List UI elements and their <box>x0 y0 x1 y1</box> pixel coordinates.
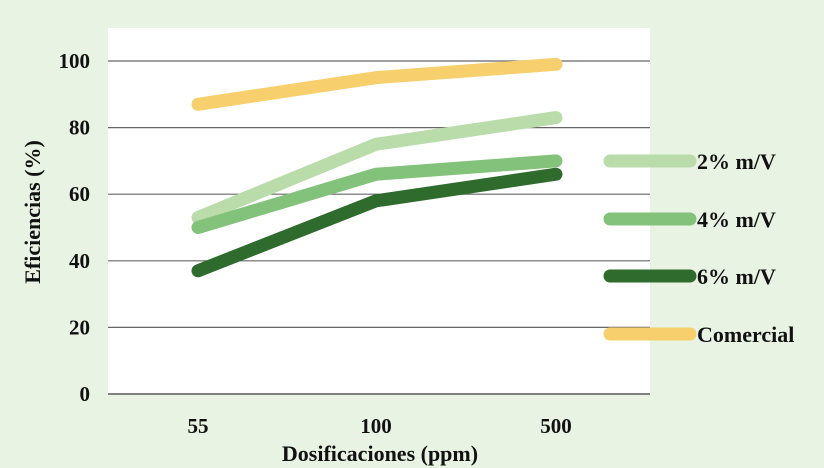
legend-label-6-m-v: 6% m/V <box>697 264 776 289</box>
y-tick-label: 80 <box>69 116 90 140</box>
series-line-comercial <box>191 57 563 111</box>
series-line-4-m-v <box>191 154 563 234</box>
y-tick-label: 40 <box>69 249 90 273</box>
x-tick-label: 100 <box>360 414 392 438</box>
legend-label-comercial: Comercial <box>697 322 794 347</box>
y-tick-label: 100 <box>59 49 91 73</box>
y-tick-label: 60 <box>69 182 90 206</box>
legend-label-4-m-v: 4% m/V <box>697 207 776 232</box>
x-tick-label: 500 <box>540 414 572 438</box>
x-tick-label: 55 <box>188 414 209 438</box>
y-tick-labels: 0 20 40 60 80 100 <box>59 49 91 406</box>
series-lines <box>191 57 563 278</box>
x-axis-title: Dosificaciones (ppm) <box>282 441 478 466</box>
y-tick-label: 20 <box>69 315 90 339</box>
legend: 2% m/V 4% m/V 6% m/V Comercial <box>603 149 794 347</box>
y-axis-title: Eficiencias (%) <box>20 140 45 284</box>
series-line-6-m-v <box>191 167 563 278</box>
legend-label-2-m-v: 2% m/V <box>697 149 776 174</box>
y-tick-label: 0 <box>80 382 91 406</box>
x-tick-labels: 55 100 500 <box>188 414 572 438</box>
series-line-2-m-v <box>191 111 563 225</box>
